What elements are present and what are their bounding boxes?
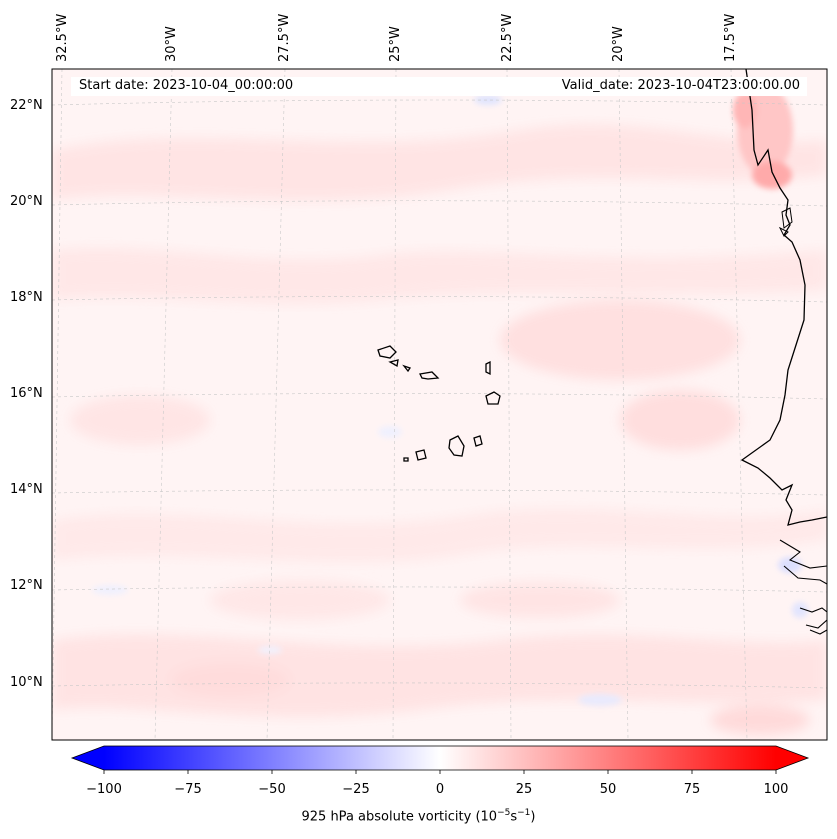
colorbar-tick: −75 — [174, 782, 202, 797]
map-frame — [51, 68, 828, 741]
valid-date: Valid_date: 2023-10-04T23:00:00.00 — [561, 78, 800, 93]
lat-label-10n: 10°N — [10, 675, 43, 690]
lat-label-22n: 22°N — [10, 98, 43, 113]
vorticity-field — [52, 69, 827, 740]
gridlines — [52, 69, 827, 740]
date-header: Start date: 2023-10-04_00:00:00 Valid_da… — [71, 77, 807, 96]
lat-label-14n: 14°N — [10, 482, 43, 497]
lat-label-16n: 16°N — [10, 386, 43, 401]
colorbar-tick: 0 — [435, 782, 445, 797]
colorbar — [70, 745, 810, 774]
colorbar-tick: 50 — [599, 782, 617, 797]
colorbar-tick: 25 — [515, 782, 533, 797]
colorbar-tick: −25 — [342, 782, 370, 797]
cape-verde-islands — [377, 345, 501, 462]
start-date: Start date: 2023-10-04_00:00:00 — [79, 78, 294, 93]
lat-label-18n: 18°N — [10, 290, 43, 305]
africa-coastline — [740, 69, 827, 526]
colorbar-tick: −100 — [86, 782, 122, 797]
lat-label-20n: 20°N — [10, 194, 43, 209]
lat-label-12n: 12°N — [10, 578, 43, 593]
colorbar-tick: 75 — [683, 782, 701, 797]
colorbar-label: 925 hPa absolute vorticity (10−5s−1) — [301, 808, 536, 825]
colorbar-tick: 100 — [763, 782, 789, 797]
colorbar-tick: −50 — [258, 782, 286, 797]
